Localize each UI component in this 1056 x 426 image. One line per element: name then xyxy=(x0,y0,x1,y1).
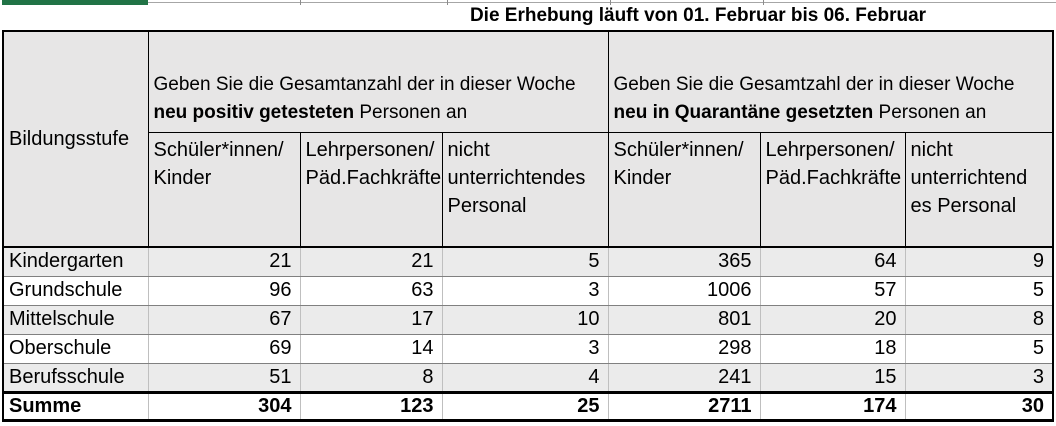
group-header-positive-tested[interactable]: Geben Sie die Gesamtanzahl der in dieser… xyxy=(147,30,609,133)
survey-period-title: Die Erhebung läuft von 01. Februar bis 0… xyxy=(469,5,927,26)
cell-value[interactable]: 3 xyxy=(905,363,1054,393)
total-row: Summe 304 123 25 2711 174 30 xyxy=(2,390,1054,422)
gridline-tick xyxy=(610,0,611,5)
gridline-tick xyxy=(763,0,764,5)
cell-value[interactable]: 14 xyxy=(300,334,443,364)
row-label-berufsschule[interactable]: Berufsschule xyxy=(2,363,149,393)
table-row: Berufsschule 51 8 4 241 15 3 xyxy=(2,363,1054,393)
row-label-kindergarten[interactable]: Kindergarten xyxy=(2,247,149,277)
gridline-tick xyxy=(300,0,301,5)
cell-value[interactable]: 365 xyxy=(608,247,761,277)
table-row: Mittelschule 67 17 10 801 20 8 xyxy=(2,305,1054,335)
cell-value[interactable]: 51 xyxy=(148,363,301,393)
group-header-line2: neu in Quarantäne gesetzten Personen an xyxy=(613,101,987,123)
gridline-tick xyxy=(447,0,448,5)
column-header-lehrpersonen-quarantine[interactable]: Lehrpersonen/ Päd.Fachkräfte xyxy=(759,131,906,248)
cell-value[interactable]: 5 xyxy=(905,334,1054,364)
cell-value[interactable]: 21 xyxy=(148,247,301,277)
row-label-grundschule[interactable]: Grundschule xyxy=(2,276,149,306)
total-value[interactable]: 25 xyxy=(442,390,609,422)
total-value[interactable]: 30 xyxy=(905,390,1054,422)
cell-value[interactable]: 18 xyxy=(760,334,906,364)
column-header-personal-quarantine[interactable]: nicht unterrichtend es Personal xyxy=(904,131,1054,248)
table-row: Kindergarten 21 21 5 365 64 9 xyxy=(2,247,1054,277)
cell-value[interactable]: 10 xyxy=(442,305,609,335)
cell-value[interactable]: 63 xyxy=(300,276,443,306)
cell-value[interactable]: 8 xyxy=(300,363,443,393)
cell-value[interactable]: 67 xyxy=(148,305,301,335)
corner-header-bildungsstufe[interactable]: Bildungsstufe xyxy=(2,30,149,248)
row-label-mittelschule[interactable]: Mittelschule xyxy=(2,305,149,335)
column-header-lehrpersonen-positive[interactable]: Lehrpersonen/ Päd.Fachkräfte xyxy=(299,131,443,248)
group-header-line1: Geben Sie die Gesamtanzahl der in dieser… xyxy=(153,73,576,95)
cell-value[interactable]: 15 xyxy=(760,363,906,393)
cell-value[interactable]: 3 xyxy=(442,276,609,306)
column-header-schueler-quarantine[interactable]: Schüler*innen/ Kinder xyxy=(607,131,761,248)
total-value[interactable]: 304 xyxy=(148,390,301,422)
row-label-summe[interactable]: Summe xyxy=(2,390,149,422)
cell-value[interactable]: 3 xyxy=(442,334,609,364)
cell-value[interactable]: 5 xyxy=(442,247,609,277)
green-cell-fill xyxy=(2,0,148,5)
cell-value[interactable]: 8 xyxy=(905,305,1054,335)
total-value[interactable]: 2711 xyxy=(608,390,761,422)
cell-value[interactable]: 64 xyxy=(760,247,906,277)
cell-value[interactable]: 298 xyxy=(608,334,761,364)
group-header-line2: neu positiv getesteten Personen an xyxy=(153,101,468,123)
cell-value[interactable]: 17 xyxy=(300,305,443,335)
group-header-line1: Geben Sie die Gesamtzahl der in dieser W… xyxy=(613,73,1015,95)
cell-value[interactable]: 57 xyxy=(760,276,906,306)
cell-value[interactable]: 96 xyxy=(148,276,301,306)
data-table: Bildungsstufe Geben Sie die Gesamtanzahl… xyxy=(2,30,1054,422)
cell-value[interactable]: 1006 xyxy=(608,276,761,306)
cell-value[interactable]: 241 xyxy=(608,363,761,393)
table-row: Grundschule 96 63 3 1006 57 5 xyxy=(2,276,1054,306)
cell-value[interactable]: 21 xyxy=(300,247,443,277)
column-header-schueler-positive[interactable]: Schüler*innen/ Kinder xyxy=(147,131,301,248)
cell-value[interactable]: 5 xyxy=(905,276,1054,306)
cell-value[interactable]: 4 xyxy=(442,363,609,393)
spreadsheet-gridline xyxy=(148,2,1056,3)
cell-value[interactable]: 801 xyxy=(608,305,761,335)
cell-value[interactable]: 20 xyxy=(760,305,906,335)
group-header-quarantined[interactable]: Geben Sie die Gesamtzahl der in dieser W… xyxy=(607,30,1054,133)
column-header-personal-positive[interactable]: nicht unterrichtendes Personal xyxy=(441,131,609,248)
cell-value[interactable]: 69 xyxy=(148,334,301,364)
cell-value[interactable]: 9 xyxy=(905,247,1054,277)
total-value[interactable]: 174 xyxy=(760,390,906,422)
total-value[interactable]: 123 xyxy=(300,390,443,422)
row-label-oberschule[interactable]: Oberschule xyxy=(2,334,149,364)
table-row: Oberschule 69 14 3 298 18 5 xyxy=(2,334,1054,364)
